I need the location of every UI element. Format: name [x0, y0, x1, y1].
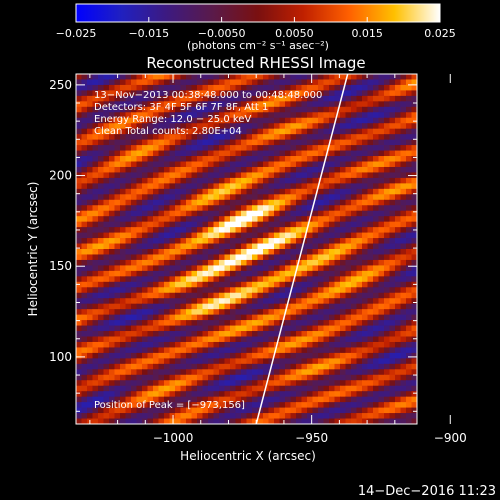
colorbar-tick-label: 0.0050 — [275, 27, 314, 40]
colorbar-ticks: −0.025 −0.015 −0.0050 0.0050 0.015 0.025 — [56, 17, 456, 40]
annotation-detectors: Detectors: 3F 4F 5F 6F 7F 8F, Att 1 — [94, 102, 268, 113]
y-tick-label: 150 — [49, 259, 72, 273]
x-tick-label: −900 — [434, 431, 467, 445]
chart-title: Reconstructed RHESSI Image — [146, 54, 365, 72]
colorbar-units-label: (photons cm⁻² s⁻¹ asec⁻²) — [187, 39, 329, 52]
x-tick-label: −1000 — [153, 431, 194, 445]
colorbar-tick-label: −0.0050 — [198, 27, 246, 40]
x-tick-label: −950 — [295, 431, 328, 445]
x-axis-ticks: −1000 −950 −900 — [89, 74, 467, 445]
annotation-peak: Position of Peak = [−973,156] — [94, 400, 245, 411]
y-axis-label: Heliocentric Y (arcsec) — [26, 182, 40, 317]
y-tick-label: 250 — [49, 78, 72, 92]
colorbar-tick-label: 0.025 — [424, 27, 456, 40]
annotation-energy: Energy Range: 12.0 − 25.0 keV — [94, 114, 251, 125]
colorbar-tick-label: −0.025 — [56, 27, 97, 40]
annotation-clean: Clean Total counts: 2.80E+04 — [94, 126, 242, 137]
x-axis-label: Heliocentric X (arcsec) — [180, 449, 316, 463]
colorbar-tick-label: 0.015 — [351, 27, 383, 40]
solar-limb-line — [255, 73, 349, 425]
annotation-time: 13−Nov−2013 00:38:48.000 to 00:48:48.000 — [94, 90, 322, 101]
footer-timestamp: 14−Dec−2016 11:23 — [358, 484, 496, 499]
colorbar-tick-label: −0.015 — [128, 27, 169, 40]
colorbar — [76, 4, 440, 22]
colorbar-frame — [75, 3, 441, 23]
y-tick-label: 200 — [49, 169, 72, 183]
y-tick-label: 100 — [49, 350, 72, 364]
y-axis-ticks: 100 150 200 250 — [49, 78, 417, 412]
plot-frame — [75, 73, 418, 425]
